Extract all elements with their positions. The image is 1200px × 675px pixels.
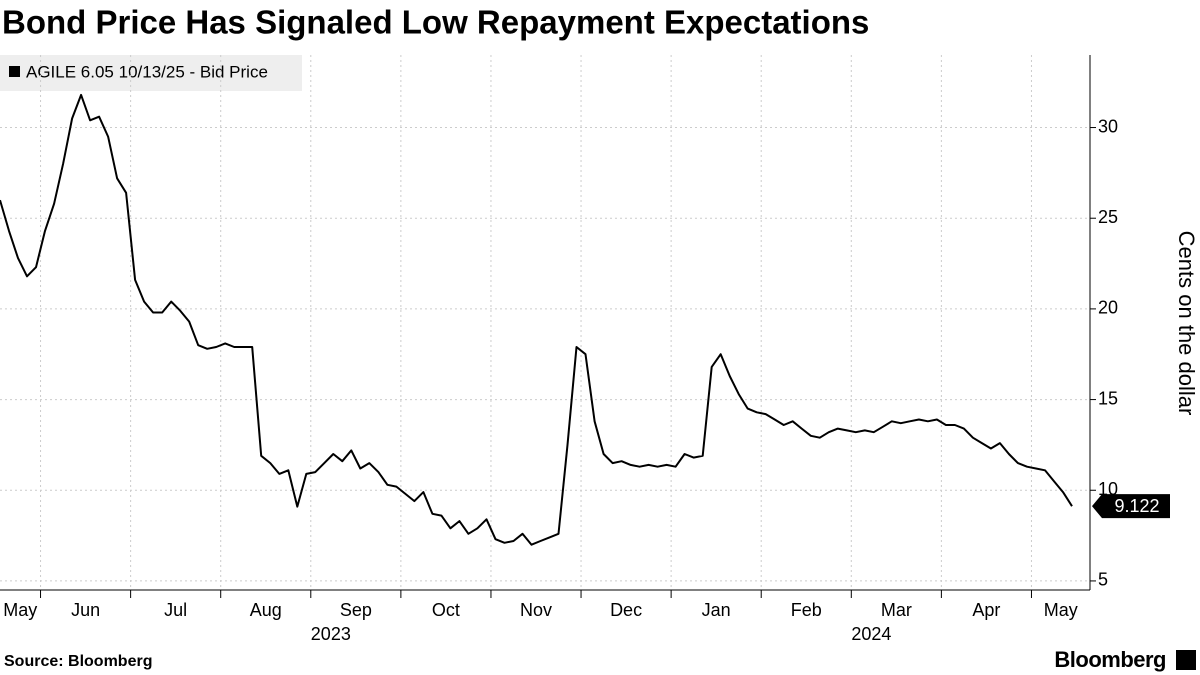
y-tick-label: 20 — [1098, 298, 1118, 318]
x-tick-label: Mar — [881, 600, 912, 620]
year-label: 2023 — [311, 624, 351, 644]
last-value-box — [1092, 494, 1170, 519]
x-tick-label: Jul — [164, 600, 187, 620]
x-tick-label: Oct — [432, 600, 460, 620]
last-value-label: 9.122 — [1114, 496, 1159, 516]
x-tick-label: Feb — [791, 600, 822, 620]
x-tick-label: Apr — [972, 600, 1000, 620]
x-tick-label: Nov — [520, 600, 552, 620]
legend-label: AGILE 6.05 10/13/25 - Bid Price — [26, 62, 268, 81]
x-tick-label: Aug — [250, 600, 282, 620]
x-tick-label: Sep — [340, 600, 372, 620]
y-tick-label: 15 — [1098, 388, 1118, 408]
year-label: 2024 — [851, 624, 891, 644]
brand: Bloomberg — [1054, 647, 1166, 672]
x-tick-label: Jun — [71, 600, 100, 620]
x-tick-label: Jan — [702, 600, 731, 620]
y-axis-label: Cents on the dollar — [1174, 231, 1199, 416]
y-tick-label: 5 — [1098, 570, 1108, 590]
y-tick-label: 10 — [1098, 479, 1118, 499]
chart-title: Bond Price Has Signaled Low Repayment Ex… — [2, 4, 869, 41]
x-tick-label: Dec — [610, 600, 642, 620]
legend-box — [0, 55, 302, 91]
brand-icon — [1176, 650, 1196, 670]
legend-swatch — [9, 66, 20, 77]
price-line — [0, 93, 1073, 546]
y-tick-label: 25 — [1098, 207, 1118, 227]
x-tick-label: May — [3, 600, 37, 620]
source: Source: Bloomberg — [4, 653, 152, 670]
x-tick-label: May — [1044, 600, 1078, 620]
y-tick-label: 30 — [1098, 116, 1118, 136]
